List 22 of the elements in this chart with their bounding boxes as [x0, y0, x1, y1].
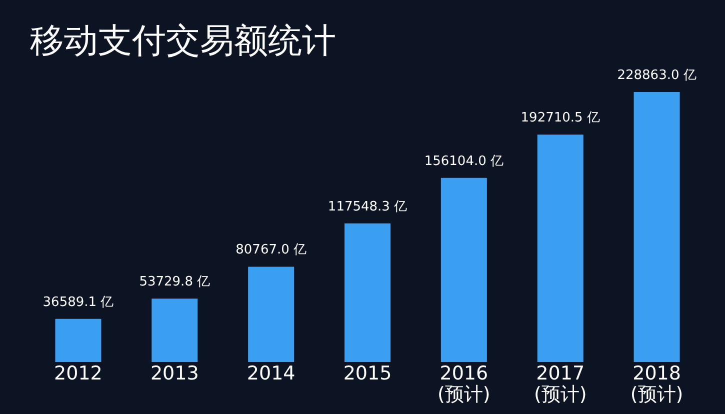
data-label: 80767.0 亿	[236, 242, 307, 258]
bar	[152, 298, 198, 362]
data-label: 156104.0 亿	[424, 154, 504, 169]
bar	[440, 178, 487, 362]
bar	[634, 92, 680, 362]
bar	[344, 223, 390, 362]
x-tick-label: 2017 (预计)	[534, 362, 587, 406]
data-label: 117548.3 亿	[328, 199, 408, 214]
bar	[537, 134, 584, 362]
x-tick-label: 2014	[246, 362, 296, 384]
x-tick-label: 2012	[54, 362, 102, 384]
bar	[55, 318, 102, 362]
x-tick-label: 2016 (预计)	[438, 362, 490, 406]
chart-title: 移动支付交易额统计	[30, 21, 336, 61]
data-label: 36589.1 亿	[42, 294, 114, 310]
data-label: 228863.0 亿	[617, 68, 696, 83]
bar	[248, 266, 294, 362]
data-label: 53729.8 亿	[139, 274, 210, 290]
x-tick-label: 2013	[150, 362, 199, 384]
x-tick-label: 2018 (预计)	[630, 362, 684, 406]
data-label: 192710.5 亿	[520, 110, 600, 126]
x-tick-label: 2015	[343, 362, 392, 384]
